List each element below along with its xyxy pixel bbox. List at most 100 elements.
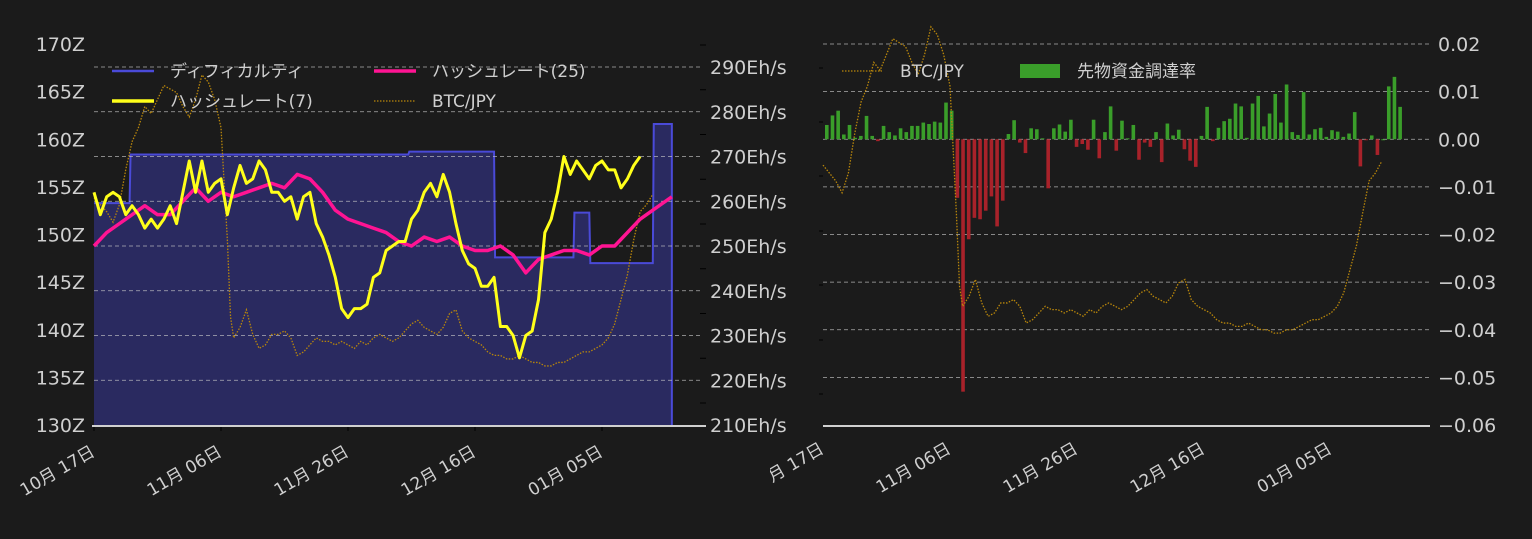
funding-rate-bar	[1211, 139, 1215, 142]
funding-rate-bar	[983, 139, 988, 211]
funding-rate-bar	[1352, 112, 1357, 140]
difficulty-area	[94, 124, 672, 425]
right-axis-tick-label: 290Eh/s	[710, 57, 787, 79]
funding-rate-bar	[887, 132, 892, 140]
funding-rate-bar	[1080, 139, 1085, 145]
funding-rate-bar	[1290, 132, 1295, 140]
funding-rate-bar	[1086, 139, 1090, 150]
funding-rate-bar	[1301, 92, 1306, 140]
funding-rate-bar	[870, 135, 875, 140]
left-axis-tick-label: 140Z	[36, 320, 85, 342]
legend-label: BTC/JPY	[432, 92, 497, 112]
funding-rate-bar	[836, 110, 840, 140]
funding-rate-bar	[830, 115, 835, 140]
funding-rate-bar	[1369, 135, 1374, 140]
funding-rate-bar	[853, 137, 857, 140]
funding-rate-bar	[898, 128, 903, 140]
funding-rate-bar	[1171, 135, 1175, 140]
left-axis-tick-label: 160Z	[36, 129, 85, 151]
right-axis-tick-label: 260Eh/s	[710, 191, 787, 213]
x-axis-tick-label: 11月 26日	[1000, 439, 1082, 498]
funding-rate-bar	[1035, 129, 1039, 140]
funding-rate-bar	[1148, 139, 1153, 147]
funding-rate-bar	[876, 139, 880, 142]
legend-label: BTC/JPY	[900, 62, 965, 82]
funding-rate-bar	[995, 139, 999, 227]
funding-rate-bar	[1307, 134, 1312, 140]
funding-rate-bar	[1057, 124, 1062, 140]
funding-rate-bar	[1313, 129, 1317, 140]
funding-rate-bar	[1040, 138, 1045, 140]
left-axis-tick-label: 150Z	[36, 225, 85, 247]
funding-rate-bar	[1193, 139, 1198, 167]
legend-swatch	[1020, 64, 1060, 78]
right-axis-tick-label: 250Eh/s	[710, 236, 787, 258]
funding-rate-bar	[1364, 139, 1368, 141]
left-axis-tick-label: 165Z	[36, 82, 85, 104]
x-axis-tick-label: 12月 16日	[398, 442, 480, 501]
left-axis-tick-label: 145Z	[36, 272, 85, 294]
funding-rate-bar	[1318, 127, 1323, 140]
funding-rate-bar	[915, 125, 920, 140]
funding-rate-bar	[859, 135, 863, 140]
right-axis-tick-label: −0.02	[1438, 225, 1496, 247]
funding-rate-bar	[1165, 123, 1170, 140]
funding-rate-bar	[1159, 139, 1164, 163]
right-axis-tick-label: 280Eh/s	[710, 102, 787, 124]
funding-rate-chart: −0.06 −0.05 −0.04 −0.03 −0.02 −0.01 0.00 0.01 0.…	[746, 0, 1532, 535]
funding-rate-bar	[955, 139, 960, 198]
funding-rate-bar	[1023, 139, 1028, 154]
x-axis-tick-label: 11月 06日	[144, 442, 226, 501]
funding-rate-bar	[1018, 139, 1022, 143]
funding-rate-bar	[1131, 124, 1136, 140]
funding-rate-bar	[1330, 130, 1334, 140]
funding-rate-bar	[966, 139, 971, 240]
funding-rate-bar	[989, 139, 994, 197]
right-axis-tick-label: 0.00	[1438, 129, 1480, 151]
funding-rate-bar	[910, 125, 914, 140]
right-axis-tick-label: 230Eh/s	[710, 326, 787, 348]
left-axis-tick-label: 170Z	[36, 34, 85, 56]
funding-rate-bar	[1375, 139, 1380, 155]
funding-rate-bar	[1358, 139, 1363, 167]
funding-rate-bar	[944, 102, 948, 140]
hashrate25-line	[92, 172, 673, 275]
btcjpy-line	[822, 25, 1383, 334]
funding-rate-bar	[893, 135, 897, 140]
funding-rate-bar	[1324, 136, 1329, 140]
x-axis-tick-label: 01月 05日	[1254, 439, 1336, 498]
funding-rate-bar	[1074, 139, 1079, 147]
funding-rate-bar	[1250, 103, 1255, 140]
legend-hashrate25: ハッシュレート(25)	[374, 62, 586, 82]
funding-rate-bar	[1142, 139, 1147, 143]
left-axis-tick-label: 135Z	[36, 367, 85, 389]
funding-rate-bar	[1398, 106, 1402, 140]
right-axis-tick-label: 0.01	[1438, 82, 1480, 104]
funding-rate-bar	[1205, 106, 1209, 140]
funding-rate-bar	[938, 122, 943, 140]
funding-rate-bar	[1108, 106, 1113, 140]
funding-rate-bar	[978, 139, 982, 220]
funding-rate-bar	[1256, 95, 1261, 140]
left-axis-tick-label: 130Z	[36, 415, 85, 437]
funding-rate-bar	[972, 139, 977, 218]
funding-rate-bar	[1273, 94, 1278, 140]
btcjpy-line	[93, 73, 654, 367]
funding-rate-bar	[927, 124, 931, 140]
funding-rate-bar	[1182, 139, 1187, 150]
funding-rate-bar	[1097, 139, 1102, 159]
funding-rate-bar	[1114, 139, 1119, 151]
legend-label: ディフィカルティ	[170, 61, 303, 82]
funding-rate-bar	[932, 121, 937, 140]
funding-rate-bar	[881, 125, 886, 140]
left-axis-tick-label: 155Z	[36, 177, 85, 199]
funding-rate-bar	[1188, 139, 1192, 161]
legend-label: ハッシュレート(7)	[170, 92, 313, 112]
funding-rate-bar	[904, 132, 909, 140]
funding-rate-bar	[847, 124, 852, 140]
x-axis-tick-label: 11月 26日	[271, 442, 353, 501]
funding-rate-bar	[1228, 118, 1232, 140]
x-axis-tick-label: 01月 05日	[525, 442, 607, 501]
funding-rate-bar	[961, 139, 965, 392]
funding-rate-bar	[1262, 126, 1266, 140]
